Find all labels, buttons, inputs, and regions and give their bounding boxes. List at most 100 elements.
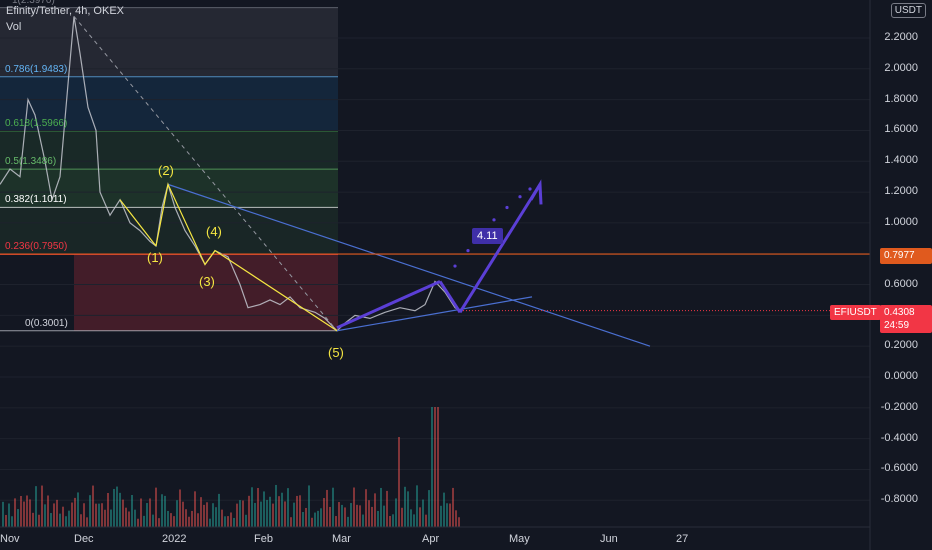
currency-button[interactable]: USDT xyxy=(890,3,926,18)
volume-bar xyxy=(182,501,184,527)
price-series xyxy=(0,16,461,332)
volume-indicator-label: Vol xyxy=(6,21,22,33)
volume-bar xyxy=(359,505,361,527)
volume-bar xyxy=(416,485,418,527)
volume-bar xyxy=(371,506,373,527)
y-tick-label: -0.8000 xyxy=(880,493,918,506)
volume-bar xyxy=(140,498,142,527)
volume-bar xyxy=(311,517,313,527)
volume-bar xyxy=(251,487,253,527)
volume-bar xyxy=(44,504,46,527)
volume-bar xyxy=(23,501,25,527)
volume-bar xyxy=(113,488,115,527)
ticker-title: Efinity/Tether, 4h, OKEX xyxy=(6,5,125,17)
purple-pullback-line xyxy=(438,280,462,314)
volume-bar xyxy=(131,494,133,527)
volume-bar xyxy=(356,504,358,527)
volume-bar xyxy=(68,510,70,527)
volume-bar xyxy=(425,514,427,527)
y-tick-label: 0.0000 xyxy=(884,370,918,382)
volume-bar xyxy=(104,509,106,527)
volume-bar xyxy=(92,485,94,527)
volume-bar xyxy=(8,503,10,527)
projection-dot xyxy=(453,264,457,268)
volume-bar xyxy=(212,503,214,527)
x-tick-label: Nov xyxy=(0,533,20,545)
volume-bar xyxy=(185,509,187,527)
volume-bar xyxy=(287,488,289,527)
volume-bar xyxy=(152,514,154,527)
projection-dot xyxy=(518,195,522,199)
y-tick-label: 1.6000 xyxy=(884,123,918,136)
volume-bar xyxy=(188,516,190,527)
volume-bar xyxy=(128,511,130,527)
volume-bar xyxy=(395,498,397,527)
resistance-price-tag: 0.7977 xyxy=(880,248,932,264)
volume-bar xyxy=(266,499,268,527)
volume-bar xyxy=(20,495,22,527)
volume-bar xyxy=(74,497,76,527)
volume-bar xyxy=(314,512,316,527)
volume-bar xyxy=(428,490,430,527)
y-tick-label: 2.2000 xyxy=(884,30,918,43)
y-tick-label: 2.0000 xyxy=(884,61,918,74)
projection-line xyxy=(458,183,542,314)
volume-bar xyxy=(101,503,103,527)
volume-bar xyxy=(299,495,301,527)
volume-bar xyxy=(14,498,16,527)
volume-bar xyxy=(65,516,67,527)
volume-bar xyxy=(170,513,172,527)
y-tick-label: 0.2000 xyxy=(884,339,918,352)
volume-bar xyxy=(119,492,121,527)
y-tick-label: -0.4000 xyxy=(880,431,918,444)
volume-bar xyxy=(401,507,403,527)
volume-bar xyxy=(116,486,118,527)
volume-bar xyxy=(275,484,277,527)
volume-bar xyxy=(32,512,34,527)
volume-bar xyxy=(176,500,178,527)
volume-bar xyxy=(419,507,421,527)
volume-bar xyxy=(215,507,217,527)
volume-bar xyxy=(452,487,454,527)
volume-bar xyxy=(458,517,460,527)
wave-label: (1) xyxy=(147,250,163,265)
volume-bar xyxy=(410,509,412,527)
symbol-tag: EFIUSDT xyxy=(830,305,881,320)
volume-bar xyxy=(347,516,349,527)
fib-level-label: 0(0.3001) xyxy=(25,317,68,329)
volume-bar xyxy=(293,502,295,527)
volume-bar xyxy=(269,496,271,527)
fib-zone xyxy=(0,76,338,131)
volume-bar xyxy=(398,437,400,527)
volume-bar xyxy=(317,510,319,527)
volume-bar xyxy=(2,501,4,527)
volume-bar xyxy=(281,492,283,527)
volume-bar xyxy=(377,510,379,527)
projection-arrowhead xyxy=(529,179,543,205)
volume-bar xyxy=(383,505,385,527)
volume-bar xyxy=(137,518,139,527)
fib-level-label: 1(2.3970) xyxy=(12,0,55,6)
downtrend-line xyxy=(167,183,651,347)
volume-bar xyxy=(230,512,232,527)
volume-bar xyxy=(164,495,166,527)
x-tick-label: Mar xyxy=(332,533,351,545)
volume-bar xyxy=(203,504,205,527)
price-line xyxy=(0,16,461,332)
volume-bar xyxy=(146,503,148,527)
purple-channel-line xyxy=(336,280,441,330)
volume-bar xyxy=(434,407,436,527)
volume-bar xyxy=(191,510,193,527)
volume-bar xyxy=(110,509,112,527)
wave-label: (3) xyxy=(199,274,215,289)
current-price-tag: 0.4308 24:59 xyxy=(880,305,932,333)
volume-bar xyxy=(323,498,325,527)
fib-level-label: 0.618(1.5966) xyxy=(5,117,68,129)
support-wedge-line xyxy=(336,296,533,332)
volume-bar xyxy=(17,509,19,527)
volume-bar xyxy=(239,500,241,527)
volume-bar xyxy=(206,502,208,527)
volume-bar xyxy=(197,513,199,527)
